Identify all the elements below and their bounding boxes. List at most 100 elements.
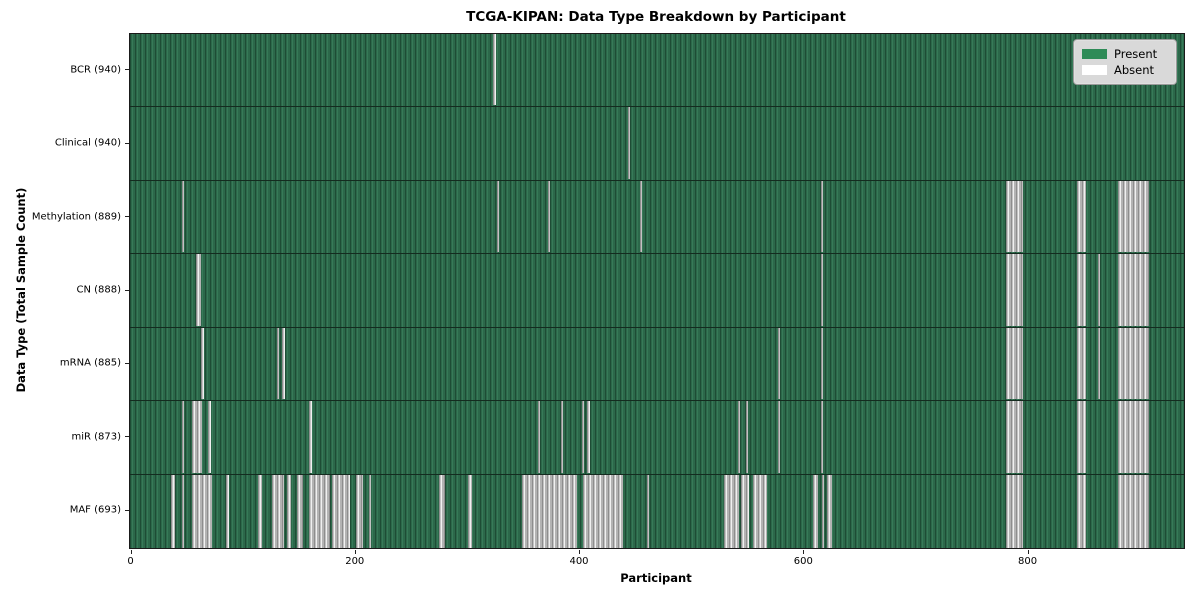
plot-area: Present Absent [129,33,1185,549]
legend-label: Absent [1114,63,1155,77]
absent-segment [640,180,643,253]
absent-segment [208,401,211,473]
x-tick-mark [803,550,805,554]
absent-segment [171,474,175,548]
absent-segment [356,474,364,548]
x-tick-label: 600 [793,556,813,567]
absent-segment [191,474,212,548]
absent-segment [1117,180,1150,253]
x-tick-label: 0 [127,556,134,567]
absent-segment [1005,254,1023,326]
heatmap-row-cn [130,254,1184,328]
absent-segment [439,474,446,548]
absent-segment [1005,180,1023,253]
absent-segment [1077,401,1087,473]
absent-segment [309,474,330,548]
absent-segment [778,327,781,400]
y-tick-mark [124,216,129,218]
absent-segment [196,254,201,326]
y-tick-label: Clinical (940) [54,137,121,149]
absent-segment [191,401,202,473]
absent-segment [820,327,823,400]
x-tick-mark [1027,550,1029,554]
absent-segment [560,401,563,473]
absent-segment [627,107,631,179]
absent-segment [1077,180,1087,253]
absent-segment [181,180,184,253]
y-tick-mark [124,69,129,71]
absent-segment [493,34,496,106]
y-tick-mark [124,509,129,511]
absent-segment [1077,254,1087,326]
x-tick-label: 400 [569,556,589,567]
absent-segment [820,401,823,473]
x-axis-label: Participant [620,571,692,585]
absent-segment [1117,474,1150,548]
absent-segment [827,474,832,548]
absent-segment [538,401,541,473]
absent-segment [1117,254,1150,326]
y-tick-label: miR (873) [71,431,121,443]
heatmap-row-bcr [130,34,1184,108]
absent-segment [820,254,823,326]
absent-segment [1097,327,1100,400]
y-tick-label: CN (888) [76,284,121,296]
heatmap-row-clinical [130,107,1184,181]
absent-segment [812,474,819,548]
heatmap-row-maf [130,474,1184,548]
absent-segment [1117,401,1150,473]
absent-segment [1005,401,1023,473]
absent-segment [778,401,781,473]
absent-segment [724,474,739,548]
absent-segment [548,180,551,253]
heatmap-row-mrna [130,327,1184,402]
absent-segment [181,474,184,548]
absent-segment [646,474,650,548]
chart-title: TCGA-KIPAN: Data Type Breakdown by Parti… [466,9,846,25]
absent-segment [581,401,585,473]
absent-segment [286,474,292,548]
legend-swatch-absent [1082,65,1107,75]
absent-segment [331,474,350,548]
absent-segment [368,474,372,548]
heatmap-row-methylation [130,180,1184,255]
absent-segment [753,474,767,548]
legend: Present Absent [1073,39,1177,85]
absent-segment [181,401,184,473]
absent-segment [272,474,284,548]
y-tick-label: BCR (940) [70,64,121,76]
x-tick-mark [579,550,580,554]
legend-item-absent: Absent [1082,62,1168,78]
absent-segment [820,180,823,253]
absent-segment [496,180,499,253]
y-tick-mark [124,362,129,364]
legend-swatch-present [1082,49,1107,59]
absent-segment [745,401,748,473]
legend-label: Present [1114,47,1158,61]
absent-segment [582,474,624,548]
absent-segment [309,401,312,473]
x-tick-mark [354,550,356,554]
absent-segment [741,474,749,548]
absent-segment [297,474,303,548]
x-tick-label: 800 [1017,556,1038,567]
absent-segment [282,327,285,400]
absent-segment [257,474,263,548]
absent-segment [467,474,472,548]
x-tick-label: 200 [345,556,365,567]
y-tick-mark [124,142,129,144]
legend-item-present: Present [1082,46,1168,62]
absent-segment [226,474,229,548]
absent-segment [1005,327,1023,400]
y-tick-label: mRNA (885) [59,357,121,369]
absent-segment [1097,254,1100,326]
y-tick-mark [124,436,129,438]
absent-segment [737,401,740,473]
y-tick-mark [124,289,129,291]
y-tick-label: MAF (693) [69,504,121,516]
absent-segment [587,401,590,473]
x-tick-mark [130,550,132,554]
absent-segment [200,327,204,400]
absent-segment [276,327,280,400]
